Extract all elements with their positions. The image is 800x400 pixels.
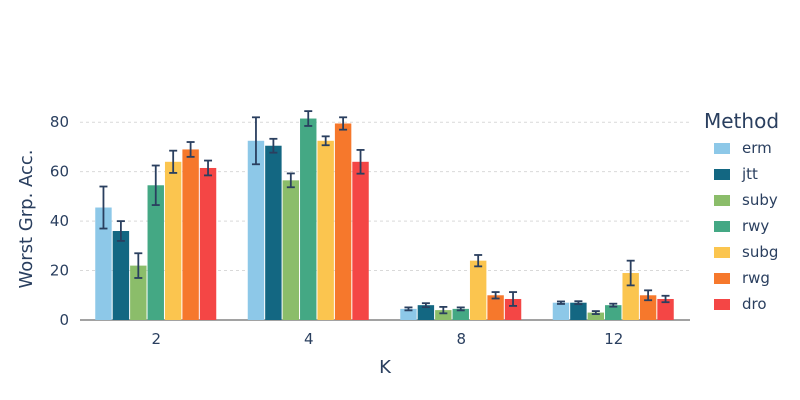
y-tick-label-80: 80 bbox=[50, 113, 69, 131]
error-bar-erm-4 bbox=[251, 116, 260, 166]
legend-label-rwy: rwy bbox=[742, 217, 769, 235]
legend: Method erm jtt suby rwy subg rwg dro bbox=[704, 109, 779, 313]
error-bar-rwy-4 bbox=[304, 110, 313, 127]
y-tick-label-0: 0 bbox=[59, 311, 69, 329]
bar-jtt-12 bbox=[570, 302, 587, 320]
error-bar-jtt-4 bbox=[269, 137, 278, 154]
error-bar-erm-12 bbox=[556, 300, 565, 305]
error-bar-dro-4 bbox=[356, 149, 365, 175]
error-bar-suby-12 bbox=[591, 310, 600, 315]
error-bar-rwy-2 bbox=[151, 164, 160, 206]
x-tick-label-4: 4 bbox=[304, 330, 314, 348]
x-tick-labels: 2 4 8 12 bbox=[151, 330, 623, 348]
bar-rwy-8 bbox=[452, 308, 469, 320]
legend-label-erm: erm bbox=[742, 139, 772, 157]
bar-dro-8 bbox=[504, 298, 522, 320]
error-bar-rwg-8 bbox=[491, 291, 500, 300]
bar-suby-8 bbox=[435, 310, 452, 320]
y-tick-label-20: 20 bbox=[50, 262, 69, 280]
legend-item-subg: subg bbox=[714, 243, 778, 261]
legend-label-dro: dro bbox=[742, 295, 767, 313]
x-axis-title: K bbox=[379, 357, 392, 378]
error-bar-erm-2 bbox=[99, 185, 108, 230]
error-bar-rwg-12 bbox=[644, 289, 653, 302]
bar-suby-2 bbox=[130, 265, 147, 320]
bar-erm-2 bbox=[95, 207, 112, 320]
bar-erm-12 bbox=[552, 302, 570, 320]
error-bar-subg-8 bbox=[474, 254, 483, 268]
legend-item-rwy: rwy bbox=[714, 217, 769, 235]
legend-swatch-erm bbox=[714, 143, 730, 154]
y-axis-title: Worst Grp. Acc. bbox=[16, 149, 37, 288]
bar-erm-4 bbox=[247, 140, 265, 320]
error-bar-subg-2 bbox=[169, 149, 178, 174]
legend-swatch-rwy bbox=[714, 221, 730, 232]
bar-dro-4 bbox=[352, 161, 369, 320]
error-bar-subg-12 bbox=[626, 259, 635, 287]
bar-subg-8 bbox=[469, 260, 487, 320]
bar-rwy-2 bbox=[147, 185, 164, 320]
error-bar-dro-12 bbox=[661, 294, 670, 304]
bar-rwg-4 bbox=[334, 123, 352, 320]
bar-subg-4 bbox=[317, 140, 334, 320]
error-bar-jtt-12 bbox=[574, 300, 583, 306]
error-bar-suby-8 bbox=[439, 305, 448, 315]
x-tick-label-12: 12 bbox=[604, 330, 623, 348]
legend-swatch-rwg bbox=[714, 273, 730, 284]
error-bar-dro-8 bbox=[509, 291, 518, 307]
error-bar-rwg-4 bbox=[339, 116, 348, 131]
bar-rwg-2 bbox=[182, 149, 199, 320]
legend-label-rwg: rwg bbox=[742, 269, 770, 287]
legend-label-subg: subg bbox=[742, 243, 778, 261]
bar-jtt-2 bbox=[112, 231, 130, 320]
error-bar-dro-2 bbox=[204, 159, 213, 177]
legend-item-suby: suby bbox=[714, 191, 778, 209]
bar-erm-8 bbox=[400, 308, 417, 320]
bar-rwy-4 bbox=[300, 118, 317, 320]
error-bar-rwy-8 bbox=[456, 306, 465, 312]
bar-rwg-8 bbox=[487, 295, 504, 320]
legend-swatch-dro bbox=[714, 299, 730, 310]
legend-item-dro: dro bbox=[714, 295, 767, 313]
y-tick-labels: 0 20 40 60 80 bbox=[50, 113, 69, 329]
legend-swatch-jtt bbox=[714, 169, 730, 180]
bar-subg-12 bbox=[622, 273, 639, 320]
error-bar-erm-8 bbox=[404, 306, 413, 312]
error-bar-rwg-2 bbox=[186, 141, 195, 158]
legend-swatch-suby bbox=[714, 195, 730, 206]
legend-item-rwg: rwg bbox=[714, 269, 770, 287]
bar-rwy-12 bbox=[605, 305, 622, 320]
error-bar-subg-4 bbox=[321, 135, 330, 147]
y-tick-label-40: 40 bbox=[50, 212, 69, 230]
bar-rwg-12 bbox=[639, 295, 657, 320]
x-tick-label-8: 8 bbox=[456, 330, 466, 348]
bars bbox=[95, 118, 674, 320]
legend-item-jtt: jtt bbox=[714, 165, 758, 183]
legend-swatch-subg bbox=[714, 247, 730, 258]
legend-label-jtt: jtt bbox=[741, 165, 758, 183]
error-bar-suby-2 bbox=[134, 252, 143, 279]
error-bar-jtt-2 bbox=[116, 220, 125, 242]
bar-dro-2 bbox=[199, 167, 217, 320]
legend-title: Method bbox=[704, 109, 779, 133]
error-bar-jtt-8 bbox=[421, 302, 430, 309]
error-bar-rwy-12 bbox=[609, 302, 618, 308]
error-bars bbox=[99, 110, 670, 315]
bar-jtt-8 bbox=[417, 305, 435, 320]
bar-subg-2 bbox=[164, 161, 182, 320]
bar-suby-4 bbox=[282, 180, 300, 320]
bar-dro-12 bbox=[657, 298, 674, 320]
legend-item-erm: erm bbox=[714, 139, 772, 157]
x-tick-label-2: 2 bbox=[151, 330, 161, 348]
bar-suby-12 bbox=[587, 312, 605, 320]
legend-label-suby: suby bbox=[742, 191, 778, 209]
error-bar-suby-4 bbox=[286, 172, 295, 189]
y-tick-label-60: 60 bbox=[50, 163, 69, 181]
bar-jtt-4 bbox=[265, 145, 282, 320]
